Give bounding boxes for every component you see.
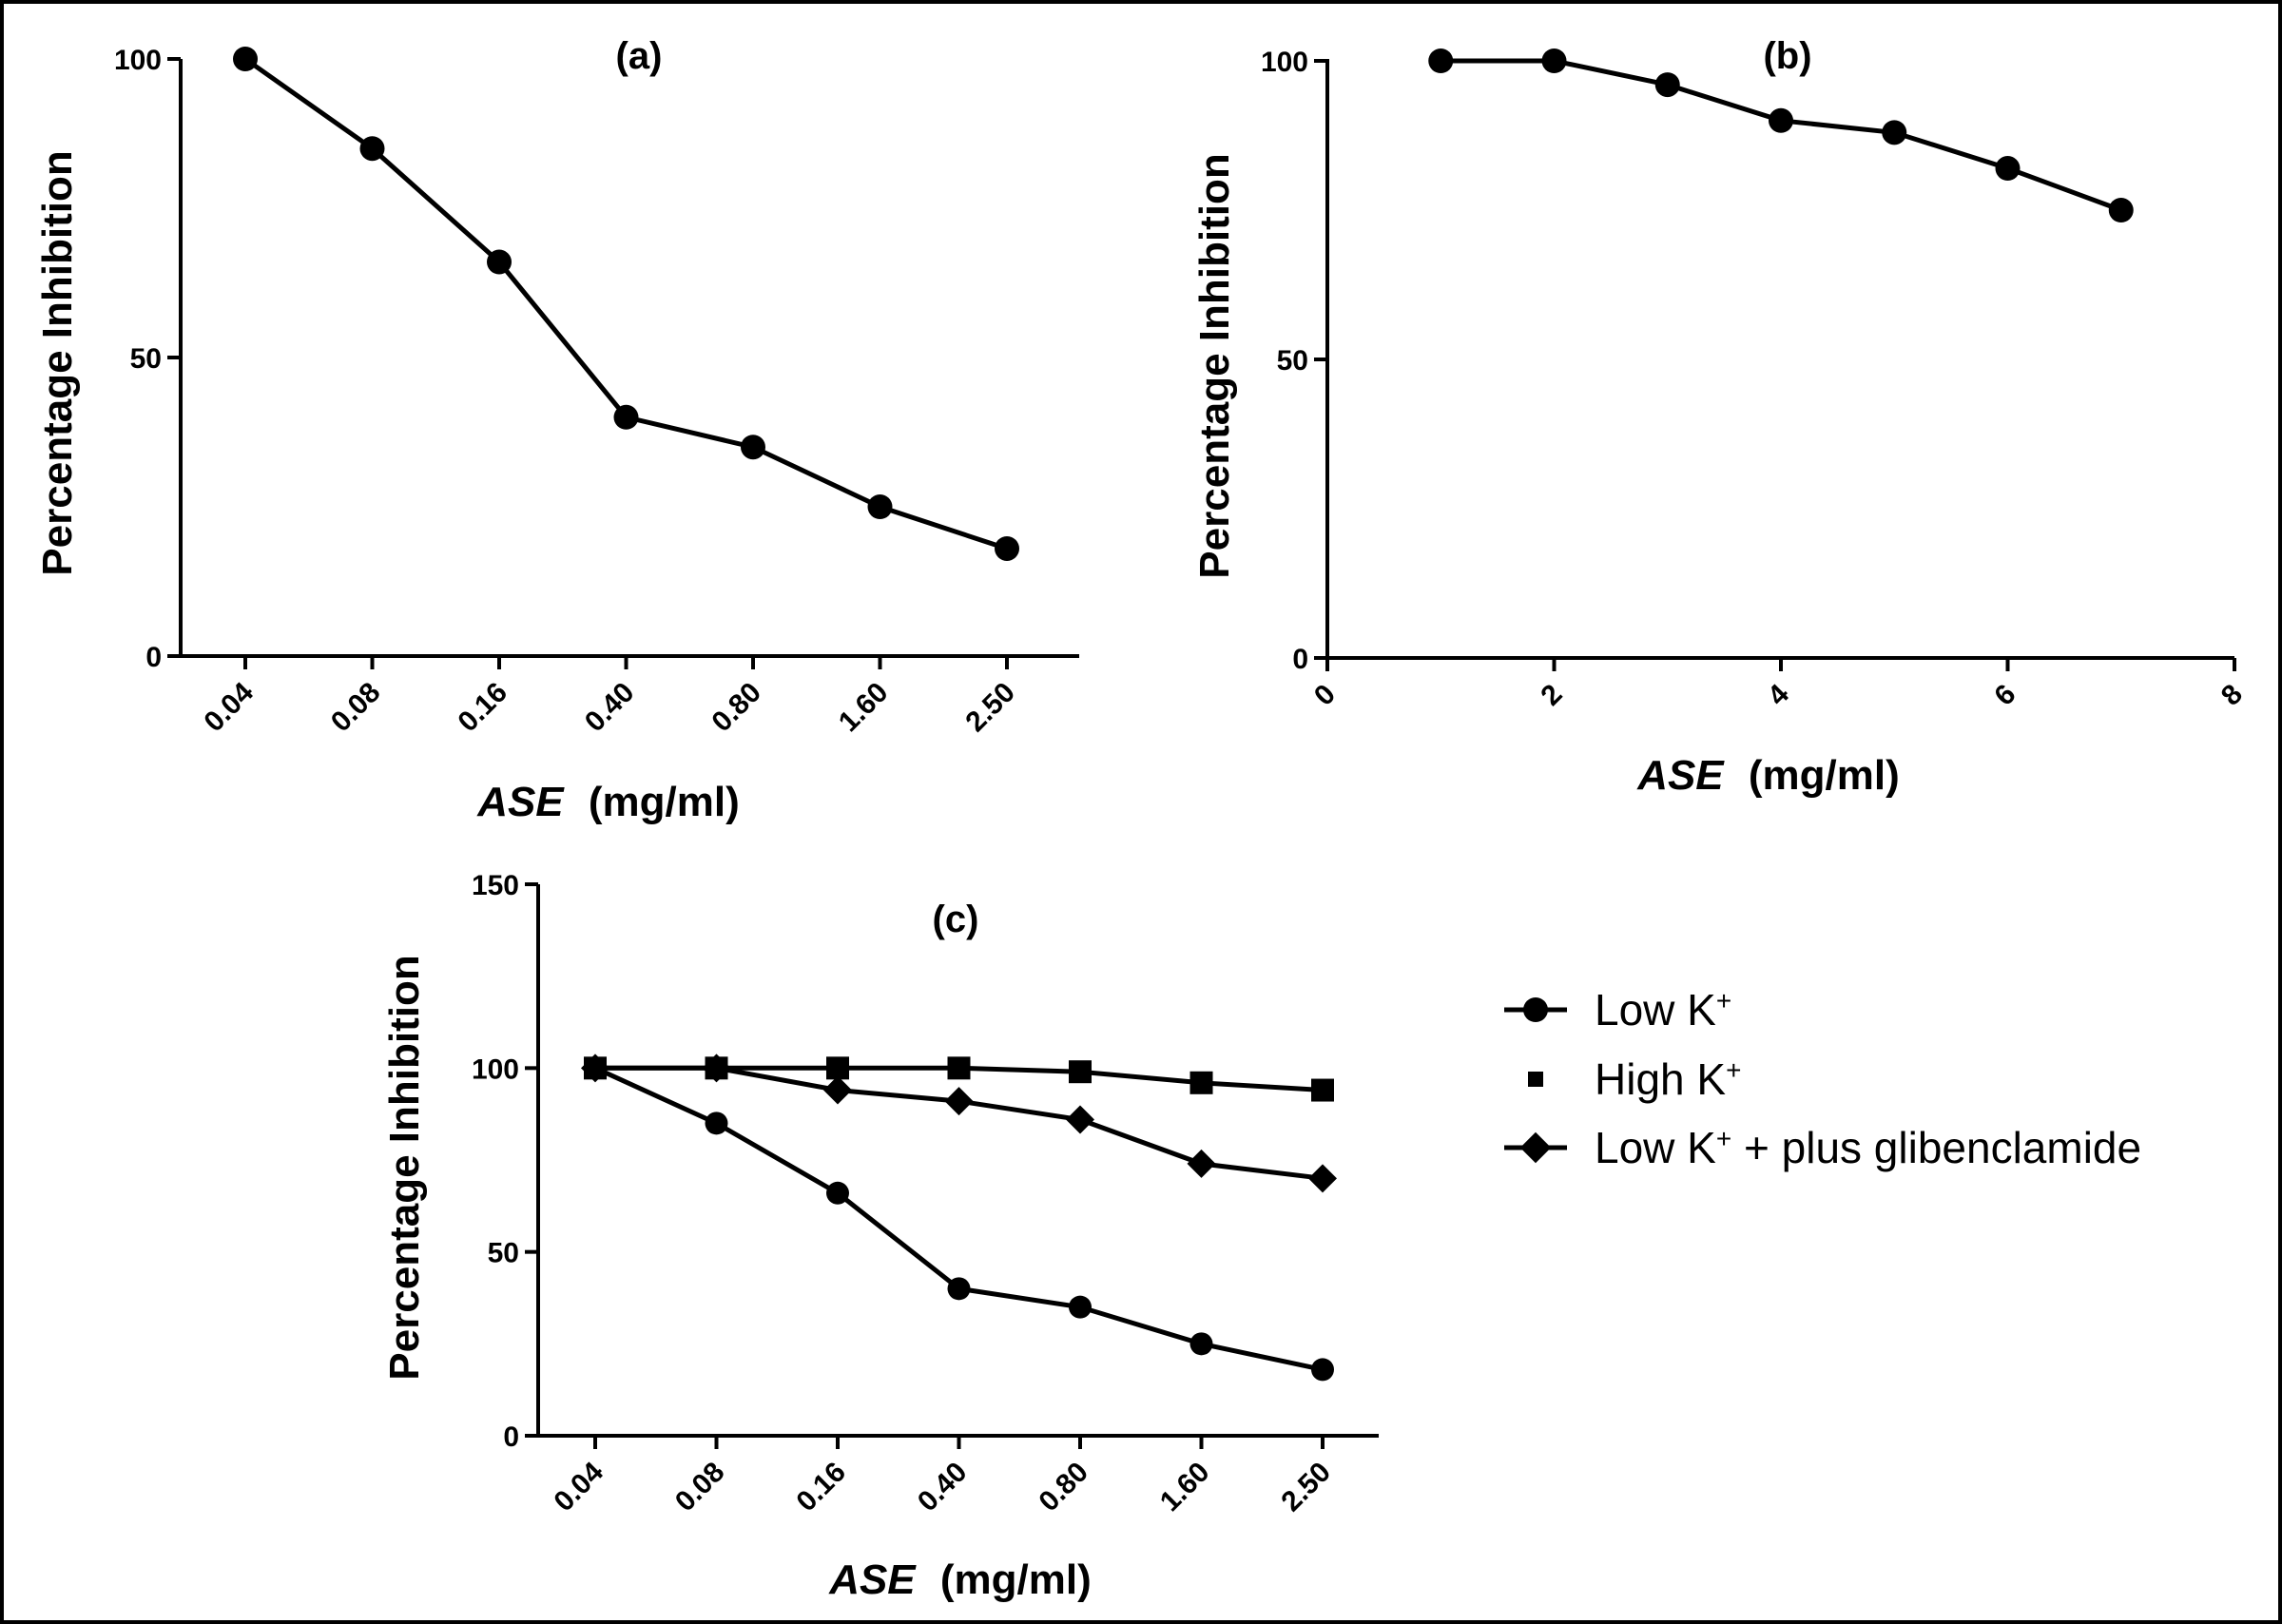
panel-c-data-point (947, 1277, 971, 1301)
panel-b-y-tick-label: 0 (1292, 644, 1308, 675)
panel-c-data-point (823, 1075, 852, 1105)
panel-c-data-point (1311, 1358, 1334, 1382)
panel-c-label: (c) (933, 899, 979, 940)
panel-a-y-tick-label: 50 (130, 343, 162, 375)
panel-c-y-axis-title: Percentage Inhibition (381, 955, 428, 1380)
panel-a-data-point (613, 404, 639, 430)
legend-label-superscript: + (1726, 1055, 1741, 1085)
panel-c-x-axis-title: ASE (mg/ml) (828, 1556, 1092, 1603)
panel-a-y-tick-label: 0 (145, 642, 162, 673)
panel-b-data-point (1769, 107, 1793, 133)
panel-a-data-point (233, 47, 258, 71)
panel-c-data-point (1311, 1078, 1334, 1102)
panel-b-y-tick-label: 50 (1277, 345, 1308, 377)
panel-b-data-point (1995, 156, 2021, 182)
panel-c-data-point (1187, 1149, 1216, 1178)
panel-a-data-point (741, 435, 765, 460)
panel-c-data-point (944, 1087, 974, 1116)
legend-item-2: High K+ (1528, 1054, 1741, 1104)
panel-c-y-tick-label: 150 (472, 870, 519, 901)
panel-c-data-point (826, 1056, 849, 1080)
legend-item-3: Low K+ + plus glibenclamide (1504, 1123, 2141, 1172)
panel-b-y-ticks: 0 50 100 (1261, 47, 1327, 675)
panel-c-legend: Low K+High K+Low K+ + plus glibenclamide (1504, 985, 2141, 1172)
panel-a-data-point (867, 494, 893, 519)
panel-b-y-tick-label: 100 (1261, 47, 1308, 78)
legend-label-superscript: + (1716, 986, 1731, 1015)
panel-b-x-axis-title: ASE (mg/ml) (1636, 752, 1900, 799)
panel-a-x-axis-title-italic: ASE (476, 779, 565, 825)
panel-c-x-axis-title-italic: ASE (828, 1556, 917, 1603)
legend-label-name: High K (1595, 1054, 1726, 1104)
panel-c-data-point (826, 1181, 849, 1205)
panel-c-y-tick-label: 100 (472, 1054, 519, 1085)
panel-c-data-point (1308, 1164, 1337, 1193)
panel-c-y-tick-label: 0 (503, 1421, 519, 1453)
legend-label-name: Low K (1595, 1123, 1716, 1172)
panel-a-y-tick-label: 100 (114, 45, 162, 76)
legend-label: Low K+ (1595, 985, 1731, 1034)
panel-b-data-point (1882, 120, 1907, 145)
panel-a-x-axis-title-unit: (mg/ml) (589, 779, 740, 825)
panel-b-data-point (1428, 48, 1454, 73)
panel-a-data-point (359, 136, 385, 162)
legend-marker (1519, 1131, 1552, 1164)
legend-label: Low K+ + plus glibenclamide (1595, 1123, 2141, 1172)
legend-label-name: Low K (1595, 985, 1716, 1034)
panel-c-series (581, 1054, 1337, 1382)
panel-b-data-point (2108, 198, 2134, 222)
panel-c-data-point (1066, 1105, 1094, 1134)
panel-c-y-tick-label: 50 (488, 1238, 519, 1269)
panel-c-data-point (702, 1054, 731, 1083)
panel-b-x-axis-title-italic: ASE (1636, 752, 1725, 799)
panel-a-data-point (487, 249, 512, 275)
panel-c-data-point (705, 1112, 728, 1135)
panel-c-x-axis-title-unit: (mg/ml) (940, 1556, 1092, 1603)
legend-label-suffix: + plus glibenclamide (1731, 1123, 2141, 1172)
panel-c-data-point (1069, 1295, 1092, 1319)
panel-a-y-axis-title: Percentage Inhibition (34, 150, 81, 575)
panel-a-points (233, 47, 1019, 561)
legend-item-1: Low K+ (1504, 985, 1731, 1034)
panel-b-x-axis-title-unit: (mg/ml) (1749, 752, 1900, 799)
panel-c-data-point (1189, 1332, 1213, 1356)
panel-c-data-point (581, 1054, 609, 1083)
legend-marker (1523, 997, 1548, 1022)
panel-c-data-point (1189, 1071, 1213, 1094)
legend-marker (1528, 1072, 1543, 1087)
panel-a-y-ticks: 0 50 100 (114, 45, 181, 673)
panel-b-y-axis-title: Percentage Inhibition (1191, 153, 1238, 578)
legend-label: High K+ (1595, 1054, 1741, 1104)
panel-b-points (1428, 48, 2134, 222)
legend-label-superscript: + (1716, 1124, 1731, 1153)
panel-c-data-point (947, 1056, 971, 1080)
panel-a-label: (a) (616, 35, 663, 77)
panel-b-data-point (1654, 72, 1680, 98)
panel-a-data-point (995, 535, 1019, 561)
panel-a-x-axis-title: ASE (mg/ml) (476, 779, 740, 825)
panel-c-y-ticks: 0 50 100 150 (472, 870, 538, 1453)
panel-b-data-point (1541, 48, 1567, 73)
panel-b-label: (b) (1763, 35, 1811, 77)
panel-c-data-point (1069, 1060, 1092, 1084)
